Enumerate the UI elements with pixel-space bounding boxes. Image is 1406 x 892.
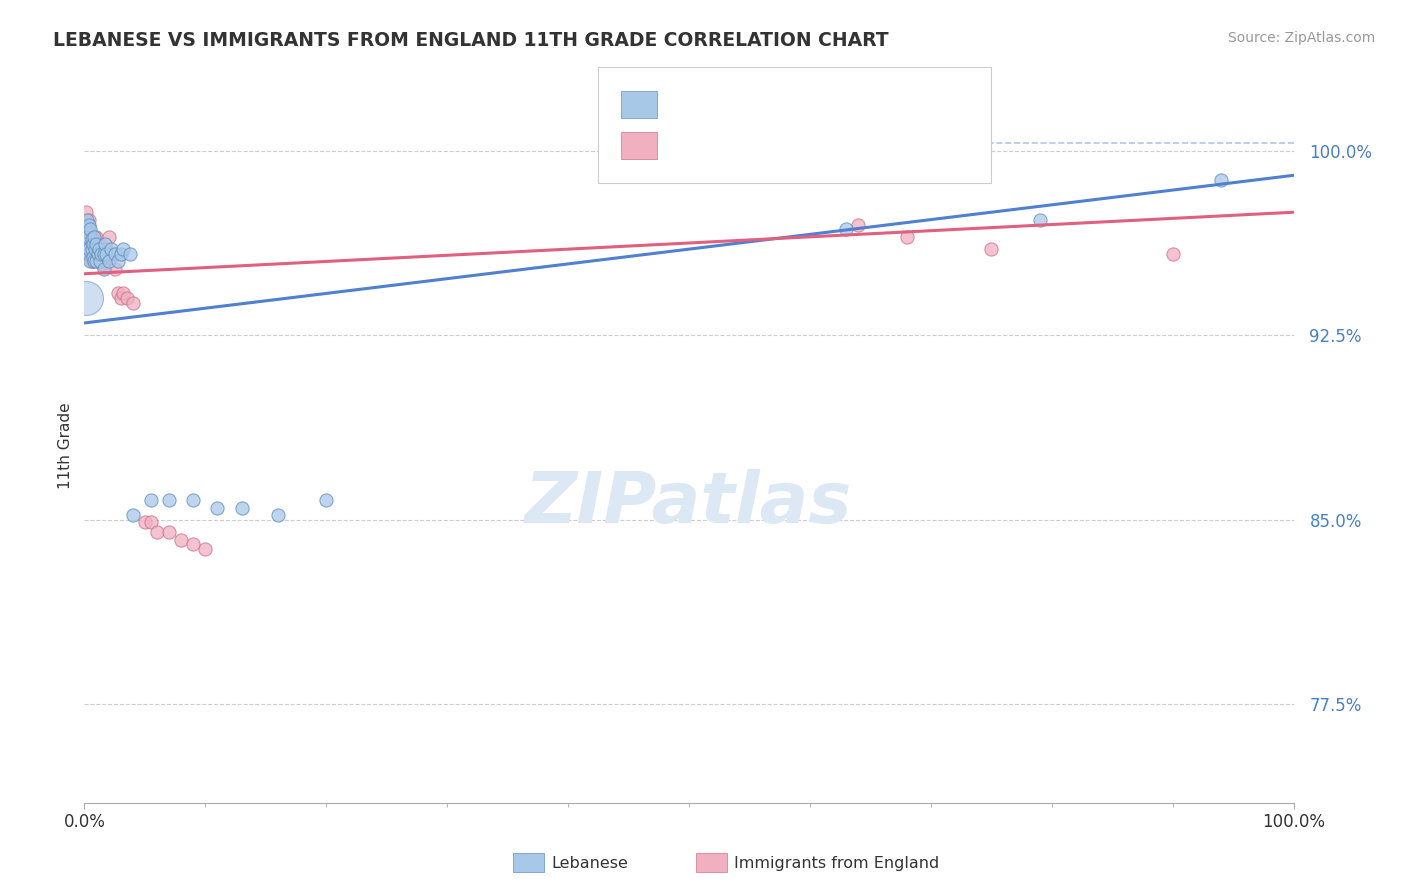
Text: R = 0.093   N = 46: R = 0.093 N = 46 bbox=[668, 136, 832, 154]
Point bbox=[86, 237, 108, 252]
Point bbox=[112, 242, 135, 256]
Text: Immigrants from England: Immigrants from England bbox=[734, 856, 939, 871]
Point bbox=[1028, 212, 1050, 227]
Point bbox=[90, 247, 112, 261]
Point bbox=[76, 237, 98, 252]
Point bbox=[207, 500, 229, 515]
Text: LEBANESE VS IMMIGRANTS FROM ENGLAND 11TH GRADE CORRELATION CHART: LEBANESE VS IMMIGRANTS FROM ENGLAND 11TH… bbox=[53, 31, 889, 50]
Point bbox=[77, 222, 100, 236]
Point bbox=[79, 227, 101, 242]
Point bbox=[1209, 173, 1232, 187]
Point bbox=[77, 218, 100, 232]
Point bbox=[104, 261, 127, 276]
Point bbox=[107, 286, 129, 301]
Point bbox=[104, 247, 127, 261]
Point bbox=[170, 533, 193, 547]
Point bbox=[86, 254, 108, 268]
Point bbox=[77, 230, 100, 244]
Point bbox=[89, 254, 111, 268]
Point bbox=[82, 250, 104, 264]
Point bbox=[267, 508, 290, 522]
Point bbox=[93, 247, 115, 261]
Point bbox=[79, 247, 101, 261]
Point bbox=[896, 230, 918, 244]
Point bbox=[90, 247, 112, 261]
Point bbox=[194, 542, 217, 557]
Point bbox=[139, 493, 162, 508]
Point bbox=[75, 222, 97, 236]
Point bbox=[79, 254, 101, 268]
Point bbox=[83, 247, 105, 261]
Point bbox=[91, 257, 114, 271]
Point bbox=[77, 212, 100, 227]
Point bbox=[76, 212, 98, 227]
Point bbox=[121, 296, 143, 310]
Text: Lebanese: Lebanese bbox=[551, 856, 628, 871]
Point bbox=[120, 247, 142, 261]
Point bbox=[87, 247, 110, 261]
Point bbox=[97, 230, 120, 244]
Point bbox=[100, 242, 122, 256]
Text: ZIPatlas: ZIPatlas bbox=[526, 468, 852, 538]
Point bbox=[231, 500, 253, 515]
Point bbox=[82, 254, 104, 268]
Point bbox=[157, 525, 180, 540]
Point bbox=[94, 237, 117, 252]
Point bbox=[83, 230, 105, 244]
Point bbox=[80, 232, 103, 246]
Point bbox=[89, 254, 111, 268]
Point bbox=[84, 242, 107, 256]
Point bbox=[94, 247, 117, 261]
Point bbox=[86, 242, 108, 256]
Point bbox=[93, 254, 115, 268]
Point bbox=[82, 242, 104, 256]
Point bbox=[77, 247, 100, 261]
Point bbox=[181, 537, 204, 551]
Point bbox=[84, 242, 107, 256]
Point bbox=[80, 254, 103, 268]
Point bbox=[846, 218, 869, 232]
Point bbox=[181, 493, 204, 508]
Point bbox=[75, 291, 97, 305]
Point bbox=[112, 286, 135, 301]
Y-axis label: 11th Grade: 11th Grade bbox=[58, 402, 73, 490]
Text: Source: ZipAtlas.com: Source: ZipAtlas.com bbox=[1227, 31, 1375, 45]
Point bbox=[980, 242, 1002, 256]
Point bbox=[77, 242, 100, 256]
Point bbox=[76, 240, 98, 254]
Point bbox=[77, 247, 100, 261]
Point bbox=[94, 242, 117, 256]
Point bbox=[80, 232, 103, 246]
Point bbox=[86, 230, 108, 244]
Point bbox=[835, 222, 858, 236]
Point bbox=[110, 291, 132, 305]
Point bbox=[115, 291, 138, 305]
Point bbox=[107, 254, 129, 268]
Point bbox=[76, 218, 98, 232]
Point bbox=[75, 205, 97, 219]
Point bbox=[315, 493, 337, 508]
Point bbox=[134, 516, 156, 530]
Point bbox=[87, 242, 110, 256]
Text: R = 0.259   N = 44: R = 0.259 N = 44 bbox=[668, 95, 832, 113]
Point bbox=[97, 254, 120, 268]
Point bbox=[86, 247, 108, 261]
Point bbox=[100, 247, 122, 261]
Point bbox=[139, 516, 162, 530]
Point bbox=[93, 261, 115, 276]
Point bbox=[79, 222, 101, 236]
Point bbox=[77, 242, 100, 256]
Point bbox=[94, 247, 117, 261]
Point bbox=[1161, 247, 1184, 261]
Point bbox=[157, 493, 180, 508]
Point bbox=[83, 254, 105, 268]
Point bbox=[83, 230, 105, 244]
Point bbox=[110, 247, 132, 261]
Point bbox=[121, 508, 143, 522]
Point bbox=[82, 237, 104, 252]
Point bbox=[86, 247, 108, 261]
Point bbox=[146, 525, 169, 540]
Point bbox=[80, 242, 103, 256]
